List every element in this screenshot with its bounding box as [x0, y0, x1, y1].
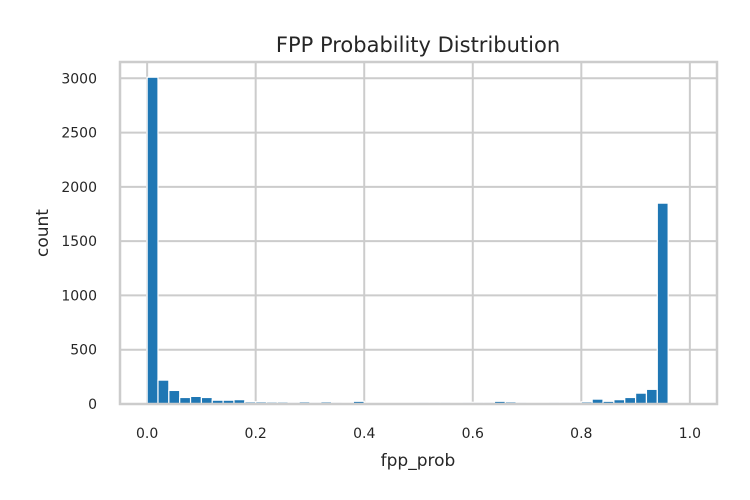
x-axis-label: fpp_prob — [381, 451, 456, 471]
y-tick-label-0: 0 — [88, 397, 97, 413]
x-tick-label-1: 0.2 — [245, 426, 267, 442]
y-tick-label-1: 500 — [70, 343, 97, 359]
bar-2 — [168, 389, 181, 405]
grid-lines — [120, 62, 717, 405]
y-tick-label-2: 1000 — [61, 288, 97, 304]
y-tick-label-5: 2500 — [61, 126, 97, 142]
bar-46 — [645, 388, 658, 405]
bar-1 — [157, 379, 170, 405]
bar-47 — [656, 202, 669, 405]
y-tick-label-3: 1500 — [61, 234, 97, 250]
y-tick-labels: 0 500 1000 1500 2000 2500 3000 — [61, 71, 97, 413]
x-tick-label-4: 0.8 — [570, 426, 592, 442]
bar-45 — [634, 392, 648, 405]
x-tick-labels: 0.0 0.2 0.4 0.6 0.8 1.0 — [136, 426, 701, 442]
x-tick-label-5: 1.0 — [679, 426, 701, 442]
y-axis-label: count — [33, 209, 53, 257]
x-tick-label-3: 0.6 — [462, 426, 484, 442]
chart-title: FPP Probability Distribution — [276, 33, 560, 57]
y-tick-label-4: 2000 — [61, 180, 97, 196]
y-tick-label-6: 3000 — [61, 71, 97, 87]
x-tick-label-2: 0.4 — [353, 426, 375, 442]
x-tick-label-0: 0.0 — [136, 426, 158, 442]
plot-frame — [118, 60, 719, 406]
bar-0 — [146, 76, 159, 405]
